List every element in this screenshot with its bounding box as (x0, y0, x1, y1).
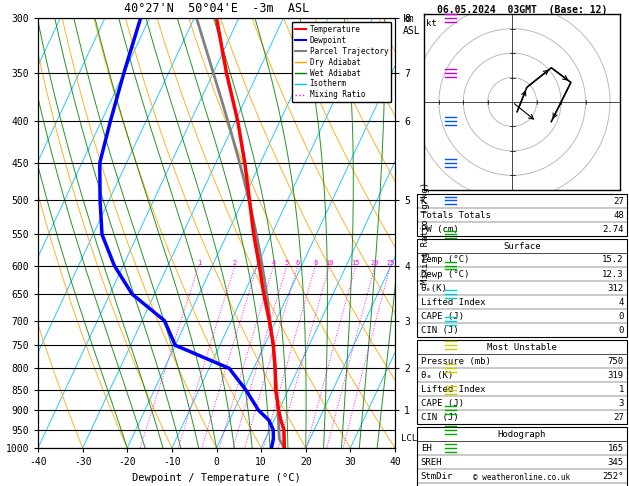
Text: 319: 319 (608, 370, 624, 380)
Text: Most Unstable: Most Unstable (487, 343, 557, 351)
Text: 2: 2 (233, 260, 237, 265)
Text: Surface: Surface (503, 242, 541, 250)
Text: StmDir: StmDir (421, 471, 453, 481)
Text: Temp (°C): Temp (°C) (421, 256, 469, 264)
Text: 8: 8 (313, 260, 318, 265)
Text: PW (cm): PW (cm) (421, 225, 459, 233)
Text: 4: 4 (272, 260, 276, 265)
Text: 06.05.2024  03GMT  (Base: 12): 06.05.2024 03GMT (Base: 12) (437, 5, 607, 15)
Text: Lifted Index: Lifted Index (421, 297, 486, 307)
Text: EH: EH (421, 444, 431, 452)
X-axis label: Dewpoint / Temperature (°C): Dewpoint / Temperature (°C) (132, 472, 301, 483)
Text: 5: 5 (285, 260, 289, 265)
Text: Hodograph: Hodograph (498, 430, 546, 438)
Text: km
ASL: km ASL (403, 14, 421, 35)
Legend: Temperature, Dewpoint, Parcel Trajectory, Dry Adiabat, Wet Adiabat, Isotherm, Mi: Temperature, Dewpoint, Parcel Trajectory… (292, 22, 391, 103)
Text: θₑ (K): θₑ (K) (421, 370, 453, 380)
Text: 0: 0 (618, 312, 624, 320)
Text: 15: 15 (352, 260, 360, 265)
Text: 25: 25 (386, 260, 394, 265)
Text: 165: 165 (608, 444, 624, 452)
Text: 750: 750 (608, 357, 624, 365)
Text: 1: 1 (197, 260, 201, 265)
Text: θₑ(K): θₑ(K) (421, 283, 448, 293)
Text: 345: 345 (608, 457, 624, 467)
Text: Lifted Index: Lifted Index (421, 384, 486, 394)
Text: LCL: LCL (401, 434, 416, 443)
Text: 252°: 252° (603, 471, 624, 481)
Title: 40°27'N  50°04'E  -3m  ASL: 40°27'N 50°04'E -3m ASL (124, 2, 309, 16)
Text: 27: 27 (613, 413, 624, 421)
Text: 3: 3 (255, 260, 259, 265)
Text: 20: 20 (371, 260, 379, 265)
Text: SREH: SREH (421, 457, 442, 467)
Text: CAPE (J): CAPE (J) (421, 312, 464, 320)
Text: 12.3: 12.3 (603, 270, 624, 278)
Text: 1: 1 (618, 384, 624, 394)
Text: 27: 27 (613, 196, 624, 206)
Text: 4: 4 (618, 297, 624, 307)
Text: CIN (J): CIN (J) (421, 413, 459, 421)
Text: 10: 10 (325, 260, 334, 265)
Text: 2.74: 2.74 (603, 225, 624, 233)
Text: kt: kt (426, 19, 437, 28)
Text: Mixing Ratio (g/kg): Mixing Ratio (g/kg) (421, 182, 430, 284)
Text: CAPE (J): CAPE (J) (421, 399, 464, 407)
Text: 0: 0 (618, 326, 624, 334)
Text: Dewp (°C): Dewp (°C) (421, 270, 469, 278)
Text: 312: 312 (608, 283, 624, 293)
Text: 3: 3 (618, 399, 624, 407)
Text: Pressure (mb): Pressure (mb) (421, 357, 491, 365)
Text: Totals Totals: Totals Totals (421, 210, 491, 220)
Text: CIN (J): CIN (J) (421, 326, 459, 334)
Text: 48: 48 (613, 210, 624, 220)
Text: 6: 6 (296, 260, 300, 265)
Text: © weatheronline.co.uk: © weatheronline.co.uk (474, 473, 571, 482)
Text: 15.2: 15.2 (603, 256, 624, 264)
Text: K: K (421, 196, 426, 206)
